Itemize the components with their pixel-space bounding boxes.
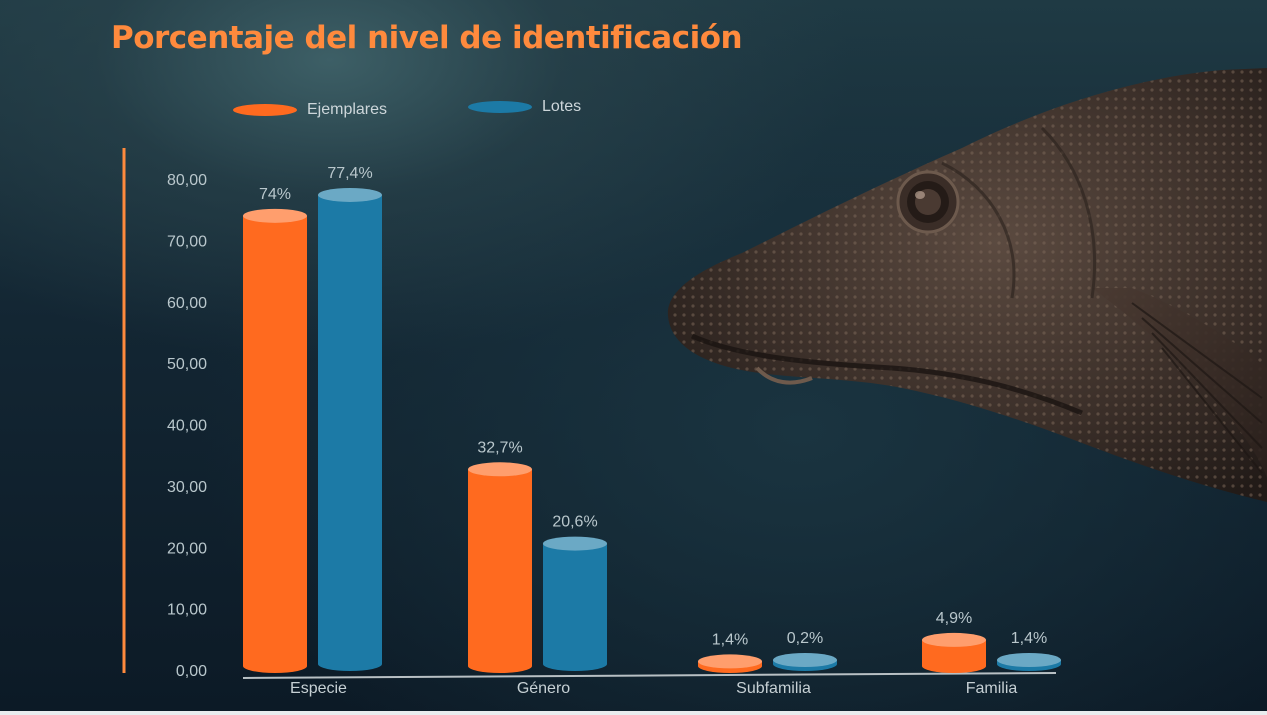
x-tick-label: Género [517,680,570,697]
bar-ejemplares-3 [922,639,986,673]
data-label: 4,9% [936,610,972,627]
x-tick-label: Especie [290,680,347,697]
x-axis-baseline [242,672,1057,679]
y-tick-label: 50,00 [167,356,207,373]
legend-lotes: Lotes [468,98,581,116]
bar-cap-ejemplares-0 [243,208,307,223]
data-label: 1,4% [712,631,748,648]
bar-lotes-1 [543,543,607,671]
y-tick-label: 10,00 [167,602,207,619]
bar-ejemplares-1 [468,469,532,673]
chart-title: Porcentaje del nivel de identificación [111,20,743,56]
y-tick-label: 30,00 [167,479,207,496]
y-tick-label: 40,00 [167,418,207,435]
data-label: 74% [259,186,291,203]
x-tick-label: Familia [966,680,1018,697]
legend-label-ejemplares: Ejemplares [307,101,388,118]
legend-swatch-ejemplares [233,104,297,116]
data-label: 77,4% [327,165,372,182]
catfish-head-photo [667,68,1267,502]
data-label: 0,2% [787,630,823,647]
legend-ejemplares: Ejemplares [233,101,387,119]
bar-cap-lotes-1 [543,536,607,551]
bar-cap-ejemplares-2 [698,654,762,669]
y-tick-label: 60,00 [167,295,207,312]
bar-cap-lotes-2 [773,653,837,667]
x-tick-label: Subfamilia [736,680,811,697]
legend-swatch-lotes [468,101,532,113]
bar-cap-lotes-3 [997,653,1061,667]
data-label: 1,4% [1011,630,1047,647]
legend-label-lotes: Lotes [542,98,582,115]
y-tick-label: 80,00 [167,172,207,189]
y-tick-label: 0,00 [176,663,207,680]
slide-bottom-edge [0,711,1267,715]
bar-cap-ejemplares-3 [922,632,986,647]
bar-cap-ejemplares-1 [468,462,532,477]
bar-ejemplares-0 [243,215,307,673]
y-tick-label: 20,00 [167,540,207,557]
y-tick-label: 70,00 [167,233,207,250]
data-label: 20,6% [552,514,597,531]
data-label: 32,7% [477,439,522,456]
bar-cap-lotes-0 [318,187,382,202]
bar-lotes-0 [318,194,382,671]
